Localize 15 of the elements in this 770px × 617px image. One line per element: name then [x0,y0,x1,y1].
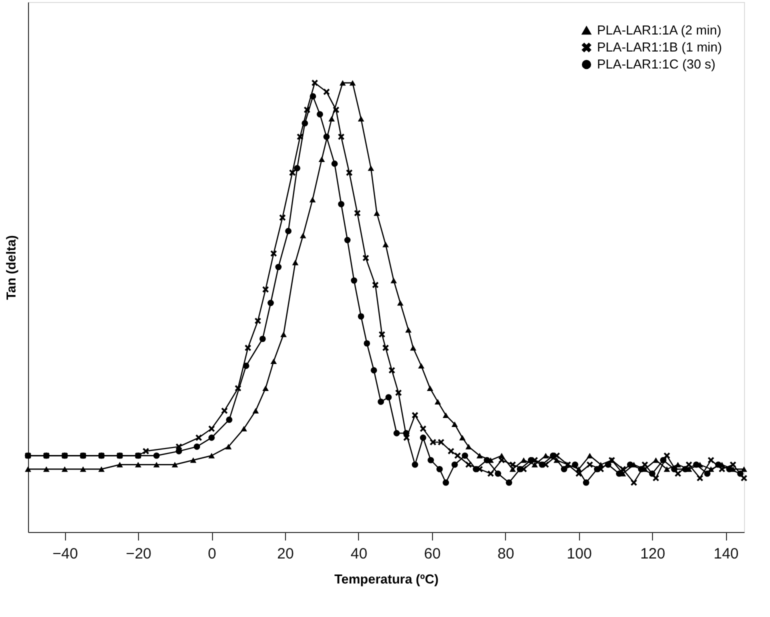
legend-label: PLA-LAR1:1A (2 min) [597,22,722,38]
y-axis-title: Tan (delta) [4,235,18,300]
legend-label: PLA-LAR1:1B (1 min) [597,40,722,54]
x-tick-label: 0 [208,546,216,562]
x-tick-label: 60 [424,546,441,562]
x-tick-label: 140 [714,546,739,562]
x-tick-label: −40 [52,546,78,562]
x-tick-label: 100 [566,546,592,562]
legend-label: PLA-LAR1:1C (30 s) [597,56,716,72]
x-tick-label: −20 [126,546,152,562]
x-tick-label: 120 [640,546,666,562]
x-tick-label: 80 [497,546,514,562]
x-tick-label: 40 [350,546,368,562]
x-tick-label: 20 [277,546,294,562]
x-axis-title: Temperatura (ºC) [334,572,439,586]
